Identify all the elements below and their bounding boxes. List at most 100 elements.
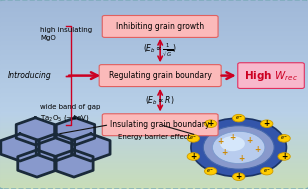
Bar [0,79,308,80]
Bar [0,75,308,76]
Bar [0,150,308,151]
Text: $e^-$: $e^-$ [206,167,215,175]
Bar [0,93,308,94]
Text: Energy barrier effect: Energy barrier effect [118,134,190,140]
Bar [0,66,308,67]
Bar [0,107,308,108]
Text: +: + [254,145,260,154]
Bar [0,123,308,124]
Bar [0,175,308,176]
Bar [0,130,308,131]
Bar [0,0,308,1]
Bar [0,81,308,82]
Bar [0,4,308,5]
Bar [0,134,308,135]
Bar [0,77,308,78]
Bar [0,13,308,14]
Text: high insulating
MgO: high insulating MgO [40,27,92,41]
Bar [0,2,308,3]
Bar [0,102,308,103]
Bar [0,73,308,74]
Bar [0,116,308,117]
Bar [0,48,308,49]
Bar [0,3,308,4]
Bar [0,78,308,79]
Bar [0,21,308,22]
Text: $e^-$: $e^-$ [234,114,243,122]
Bar [0,119,308,120]
Bar [0,5,308,6]
Bar [0,112,308,113]
Text: +: + [190,152,197,161]
Bar [0,98,308,99]
Bar [0,49,308,50]
Bar [0,170,308,171]
Bar [0,101,308,102]
Bar [0,160,308,161]
Bar [0,85,308,86]
Bar [0,110,308,111]
Bar [0,157,308,158]
Bar [0,17,308,18]
Bar [0,32,308,33]
Bar [0,146,308,147]
Bar [0,26,308,27]
Bar [0,33,308,34]
Bar [0,88,308,89]
Bar [0,58,308,59]
Bar [0,9,308,10]
Bar [0,173,308,174]
Bar [0,55,308,56]
Bar [0,38,308,39]
Bar [0,52,308,53]
Bar [0,19,308,20]
Bar [0,149,308,150]
Bar [0,57,308,58]
Bar [0,22,308,23]
Bar [0,131,308,132]
Bar [0,67,308,68]
Polygon shape [18,150,56,177]
FancyBboxPatch shape [102,114,218,136]
Circle shape [191,118,286,177]
Bar [0,87,308,88]
Text: $e^-$: $e^-$ [262,167,271,175]
Bar [0,152,308,153]
Bar [0,50,308,51]
Circle shape [213,131,265,163]
Bar [0,162,308,163]
Bar [0,56,308,57]
Bar [0,46,308,47]
Bar [0,91,308,92]
Bar [0,74,308,75]
Bar [0,166,308,167]
Polygon shape [56,118,95,145]
Polygon shape [55,150,93,177]
Bar [0,154,308,155]
Bar [0,144,308,145]
Bar [0,106,308,107]
Bar [0,39,308,40]
Bar [0,163,308,164]
Bar [0,44,308,45]
Bar [0,68,308,69]
Bar [0,177,308,178]
Bar [0,28,308,29]
Bar [0,128,308,129]
Bar [0,8,308,9]
Text: Regulating grain boundary: Regulating grain boundary [109,71,212,80]
Bar [0,155,308,156]
Circle shape [233,173,245,180]
Bar [0,143,308,144]
Bar [0,184,308,185]
Bar [0,113,308,114]
Text: +: + [264,119,270,128]
Bar [0,120,308,121]
Bar [0,136,308,137]
Bar [0,145,308,146]
Bar [0,178,308,179]
Bar [0,6,308,7]
Bar [0,104,308,105]
Bar [0,42,308,43]
Bar [0,94,308,95]
